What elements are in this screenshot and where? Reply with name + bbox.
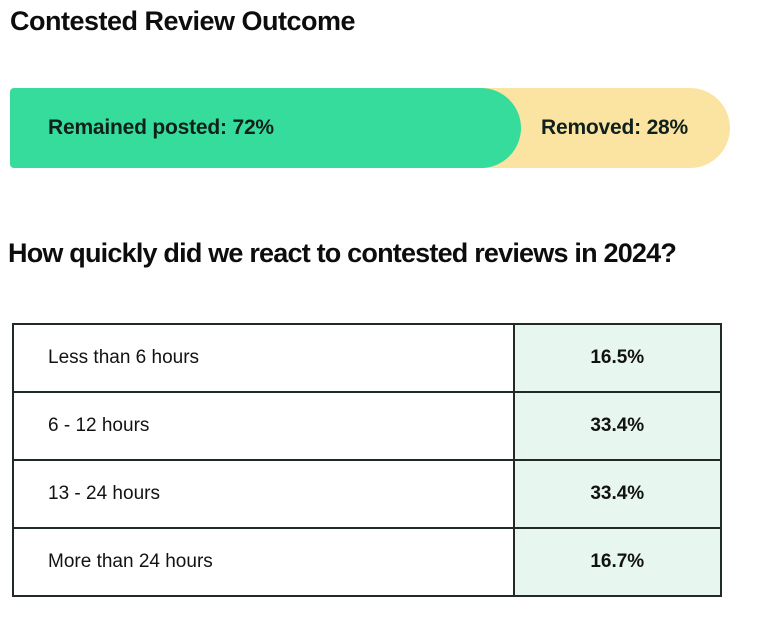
row-label: 6 - 12 hours (12, 391, 515, 461)
bar-label-remained: Remained posted: 72% (48, 116, 274, 140)
row-value: 16.5% (512, 323, 723, 393)
table-row: 13 - 24 hours 33.4% (12, 459, 723, 529)
table-row: Less than 6 hours 16.5% (12, 323, 723, 393)
row-label: Less than 6 hours (12, 323, 515, 393)
table-row: More than 24 hours 16.7% (12, 527, 723, 597)
row-value: 33.4% (512, 391, 723, 461)
row-label: More than 24 hours (12, 527, 515, 597)
table-row: 6 - 12 hours 33.4% (12, 391, 723, 461)
bar-label-removed-value: 28% (646, 116, 689, 139)
page-title: Contested Review Outcome (10, 6, 356, 36)
reaction-time-table: Less than 6 hours 16.5% 6 - 12 hours 33.… (12, 323, 723, 597)
bar-label-removed-text: Removed: (541, 116, 641, 139)
bar-label-remained-text: Remained posted: (48, 116, 227, 139)
bar-label-remained-value: 72% (232, 116, 274, 139)
row-value: 16.7% (512, 527, 723, 597)
section-heading: How quickly did we react to contested re… (8, 238, 677, 268)
bar-segment-remained (10, 88, 522, 168)
bar-label-removed: Removed: 28% (541, 116, 688, 140)
outcome-stacked-bar: Remained posted: 72% Removed: 28% (10, 88, 730, 168)
row-value: 33.4% (512, 459, 723, 529)
row-label: 13 - 24 hours (12, 459, 515, 529)
